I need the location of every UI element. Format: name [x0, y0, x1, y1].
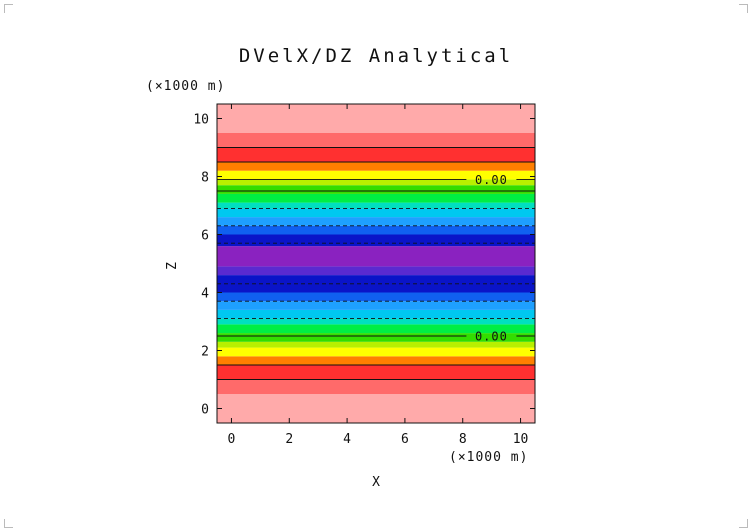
color-band-17	[217, 217, 535, 226]
color-band-12	[217, 275, 535, 293]
color-band-18	[217, 208, 535, 218]
contour-label-2: 0.00	[475, 330, 508, 344]
color-band-8	[217, 318, 535, 325]
color-band-14	[217, 246, 535, 267]
y-tick-label-5: 10	[193, 113, 209, 128]
x-axis-unit: (×1000 m)	[449, 450, 528, 465]
contour-lines	[217, 147, 535, 380]
contour-label-10: 0.00	[475, 173, 508, 187]
color-band-9	[217, 309, 535, 319]
color-bands	[217, 104, 535, 423]
plot-frame	[216, 103, 536, 424]
y-axis-unit: (×1000 m)	[146, 79, 225, 94]
color-band-19	[217, 202, 535, 209]
color-band-4	[217, 347, 535, 357]
crop-mark-bottom-right	[739, 519, 748, 528]
color-band-20	[217, 193, 535, 203]
color-band-26	[217, 133, 535, 148]
y-tick-label-0: 0	[201, 403, 209, 418]
chart-title: DVelX/DZ Analytical	[239, 45, 513, 67]
color-band-13	[217, 266, 535, 276]
color-band-7	[217, 324, 535, 334]
color-band-6	[217, 333, 535, 342]
crop-mark-bottom-left	[4, 519, 13, 528]
x-tick-label-2: 4	[343, 432, 351, 447]
axes: 0 2 4 6 8 10 0 2 4 6 8 10	[193, 103, 536, 447]
x-axis-label: X	[372, 475, 380, 490]
y-tick-label-1: 2	[201, 345, 209, 360]
color-band-23	[217, 170, 535, 180]
crop-mark-top-left	[4, 4, 13, 13]
x-tick-label-0: 0	[228, 432, 236, 447]
color-band-0	[217, 394, 535, 423]
color-band-24	[217, 162, 535, 171]
color-band-16	[217, 225, 535, 235]
color-band-11	[217, 292, 535, 302]
color-band-10	[217, 301, 535, 310]
x-tick-label-3: 6	[401, 432, 409, 447]
x-tick-label-1: 2	[285, 432, 293, 447]
crop-mark-top-right	[739, 4, 748, 13]
y-tick-label-4: 8	[201, 171, 209, 186]
color-band-5	[217, 341, 535, 348]
color-band-25	[217, 147, 535, 162]
color-band-15	[217, 234, 535, 247]
color-band-2	[217, 365, 535, 380]
color-band-27	[217, 104, 535, 133]
x-tick-label-4: 8	[459, 432, 467, 447]
contour-labels: 0.00 0.00	[475, 173, 508, 344]
color-band-3	[217, 356, 535, 365]
x-tick-label-5: 10	[513, 432, 529, 447]
color-band-21	[217, 185, 535, 194]
y-tick-label-2: 4	[201, 287, 209, 302]
color-band-1	[217, 379, 535, 394]
y-axis-label: Z	[165, 262, 180, 270]
color-band-22	[217, 179, 535, 186]
y-tick-label-3: 6	[201, 229, 209, 244]
